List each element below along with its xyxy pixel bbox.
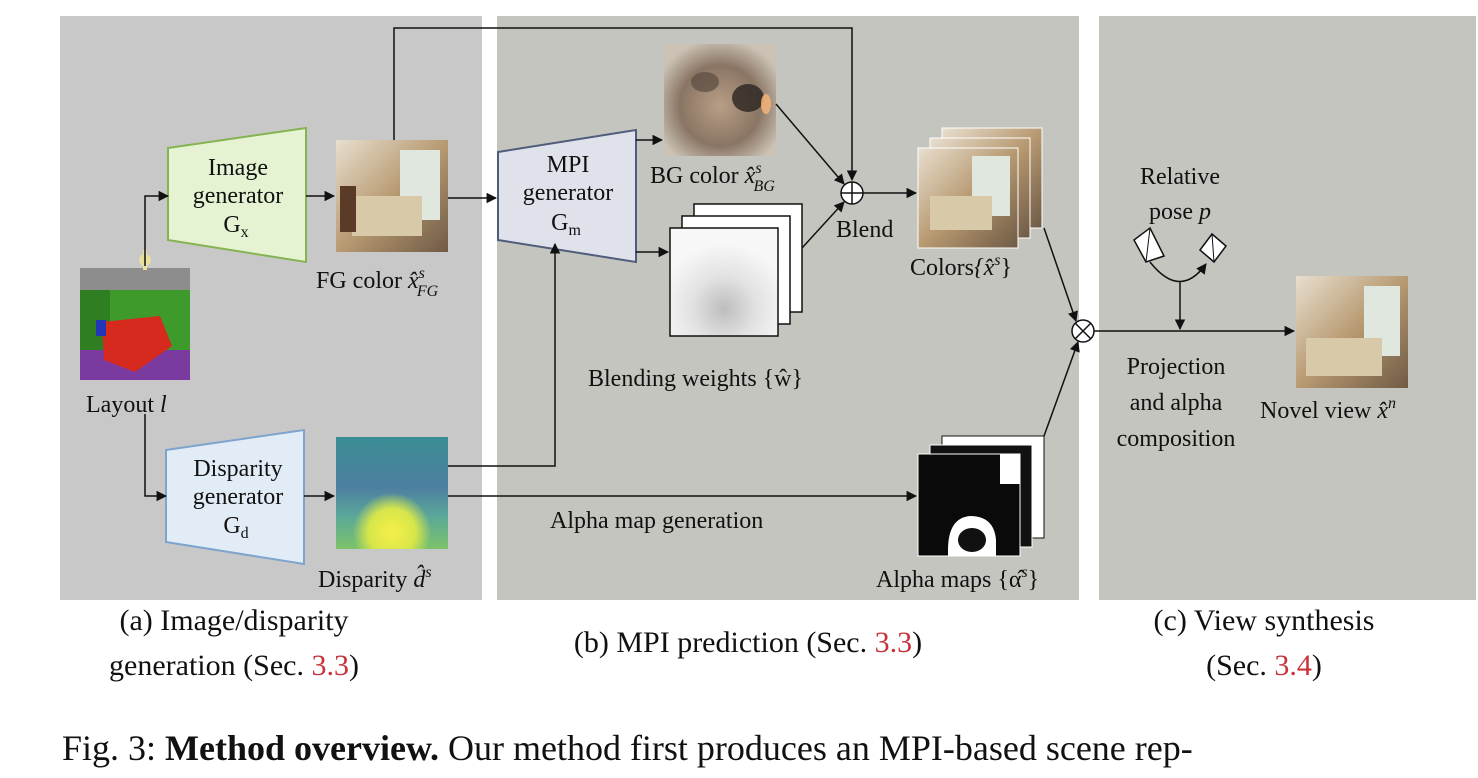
composition-operator: [1071, 319, 1095, 343]
projection-label-3: composition: [1117, 426, 1236, 452]
camera-right-icon: [1198, 232, 1228, 264]
blending-weights-stack: [669, 203, 803, 337]
alpha-map-generation-label: Alpha map generation: [550, 508, 763, 534]
alpha-maps-stack: [917, 435, 1045, 557]
blend-label: Blend: [836, 217, 893, 243]
mpi-generator-label-2: generator: [523, 180, 614, 206]
disparity-image: [336, 437, 448, 549]
projection-label-2: and alpha: [1130, 390, 1223, 416]
panel-c-background: [1099, 16, 1476, 600]
figure-caption: Fig. 3: Method overview. Our method firs…: [62, 728, 1193, 768]
mpi-generator-block: [497, 128, 637, 264]
blend-operator: [840, 181, 864, 205]
mpi-generator-symbol: Gm: [551, 210, 581, 239]
image-generator-label-1: Image: [208, 155, 268, 181]
fg-color-image: [336, 140, 448, 252]
novel-view-label: Novel view x̂n: [1260, 395, 1396, 424]
bg-color-image: [664, 44, 776, 156]
image-generator-symbol: Gx: [223, 212, 248, 241]
projection-label-1: Projection: [1127, 354, 1226, 380]
layout-label: Layout l: [86, 392, 167, 418]
relative-pose-label-1: Relative: [1140, 164, 1220, 190]
panel-c-caption-line1: (c) View synthesis: [1154, 604, 1375, 637]
connection-arrows: [144, 27, 1296, 502]
colors-label: Colors{x̂s}: [910, 252, 1012, 281]
panel-a-caption-line2: generation (Sec. 3.3): [109, 649, 359, 682]
colors-stack: [917, 127, 1043, 249]
blending-weights-label: Blending weights {ŵ}: [588, 366, 803, 392]
layout-image: [80, 250, 190, 380]
pose-arc: [1149, 261, 1207, 283]
relative-pose-label-2: pose p: [1149, 199, 1211, 225]
camera-left-icon: [1133, 226, 1166, 263]
bg-color-label: BG color x̂s BG: [650, 160, 775, 195]
image-generator-block: [167, 126, 307, 264]
panel-a-caption-line1: (a) Image/disparity: [119, 604, 348, 637]
disparity-generator-symbol: Gd: [223, 513, 248, 542]
alpha-maps-label: Alpha maps {α̂s}: [876, 564, 1039, 593]
novel-view-image: [1296, 276, 1408, 388]
image-generator-label-2: generator: [193, 183, 284, 209]
disparity-generator-label-2: generator: [193, 484, 284, 510]
disparity-generator-block: [165, 428, 305, 566]
mpi-generator-label-1: MPI: [547, 152, 590, 178]
disparity-generator-label-1: Disparity: [193, 456, 282, 482]
disparity-label: Disparity d̂s: [318, 564, 432, 593]
panel-b-caption: (b) MPI prediction (Sec. 3.3): [574, 626, 922, 659]
fg-color-label: FG color x̂s FG: [316, 265, 439, 300]
panel-c-caption-line2: (Sec. 3.4): [1206, 649, 1322, 682]
